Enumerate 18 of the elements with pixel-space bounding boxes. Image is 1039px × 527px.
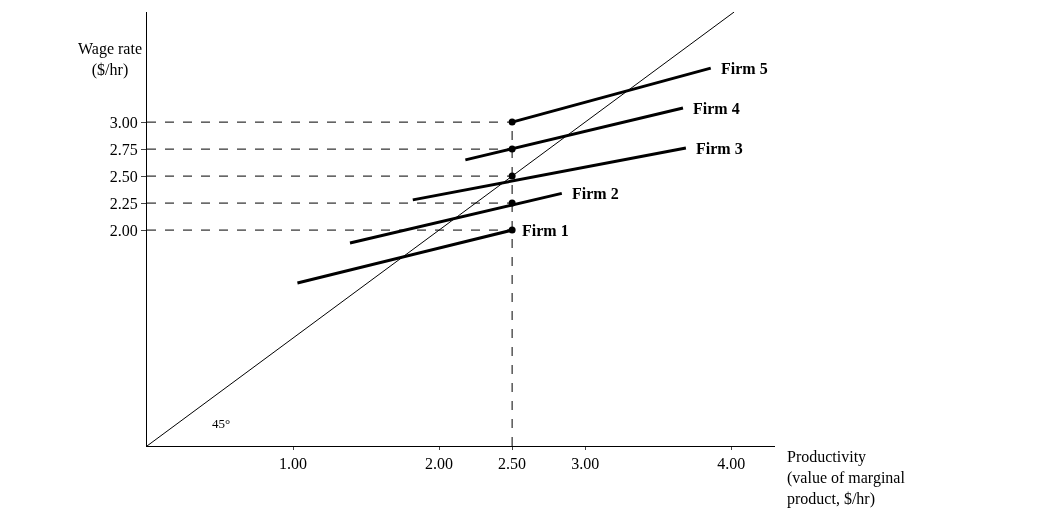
series-label: Firm 4 <box>693 100 740 117</box>
x-tick-label: 2.50 <box>498 455 527 473</box>
series-label: Firm 5 <box>721 60 768 77</box>
x-axis-title: Productivity (value of marginal product, $/hr) <box>787 448 906 508</box>
y-tick-label: 2.75 <box>109 140 138 158</box>
annotation: 45° <box>212 416 231 431</box>
x-tick-label: 1.00 <box>279 455 308 473</box>
y-axis-title: Wage rate ($/hr) <box>78 40 142 79</box>
y-tick-label: 2.50 <box>109 167 138 185</box>
x-tick-label: 3.00 <box>571 455 600 473</box>
y-tick-label: 2.00 <box>109 221 138 239</box>
series-label: Firm 2 <box>572 185 619 202</box>
y-tick-label: 3.00 <box>109 113 138 131</box>
x-tick-label: 4.00 <box>717 455 746 473</box>
series-label: Firm 3 <box>696 140 743 157</box>
y-tick-label: 2.25 <box>109 194 138 212</box>
x-tick-label: 2.00 <box>425 455 454 473</box>
series-label: Firm 1 <box>522 222 569 239</box>
